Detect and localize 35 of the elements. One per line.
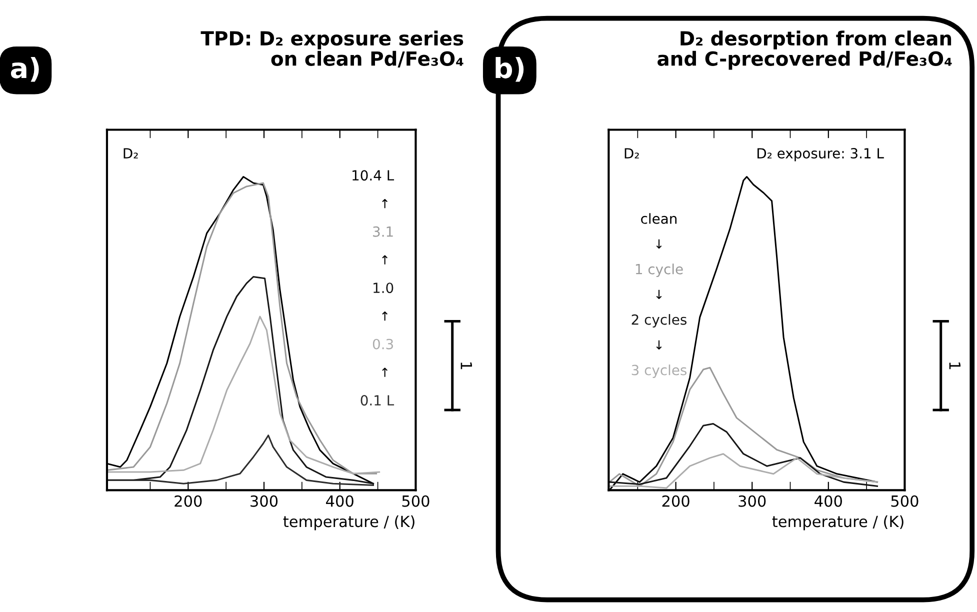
annotation: ↓ [656, 290, 662, 300]
text: b) [496, 56, 524, 82]
text: 0.3 [372, 338, 393, 350]
annotation: ↑ [382, 255, 388, 264]
x-tick-label: 500 [891, 495, 918, 507]
text: 1 cycle [636, 264, 683, 278]
text: 1.0 [374, 282, 394, 294]
x-tick-label: 300 [738, 495, 766, 507]
x-tick-label: 200 [174, 495, 202, 507]
x-axis-title: temperature / (K) [772, 515, 904, 530]
text: D₂ [124, 148, 138, 158]
text: 10.4 L [352, 170, 394, 181]
x-tick-label: 400 [814, 495, 842, 507]
text: 1 [949, 362, 960, 370]
x-tick-label: 200 [662, 495, 690, 507]
text: 2 cycles [632, 314, 687, 328]
text: clean [641, 213, 676, 224]
text: a) [10, 56, 39, 82]
x-tick-label: 500 [402, 495, 430, 507]
annotation: ↑ [382, 311, 388, 321]
text: 1 [460, 362, 472, 370]
x-tick-label: 400 [326, 495, 354, 507]
annotation: ↓ [656, 239, 662, 249]
text: 3 cycles [632, 364, 687, 378]
text: D₂ [624, 148, 639, 158]
text: D₂ exposure: 3.1 L [758, 148, 884, 162]
text: 3.1 [373, 226, 393, 237]
chart-title: D₂ desorption from clean and C-precovered Pd/Fe₃O₄ [658, 30, 952, 70]
text: 0.1 L [360, 395, 394, 406]
annotation: ↑ [382, 368, 388, 377]
x-tick-label: 300 [250, 495, 278, 507]
chart-title: TPD: D₂ exposure series on clean Pd/Fe₃O₄ [200, 30, 464, 68]
annotation: ↑ [382, 199, 388, 208]
x-axis-title: temperature / (K) [283, 515, 414, 530]
annotation: ↓ [656, 340, 662, 350]
